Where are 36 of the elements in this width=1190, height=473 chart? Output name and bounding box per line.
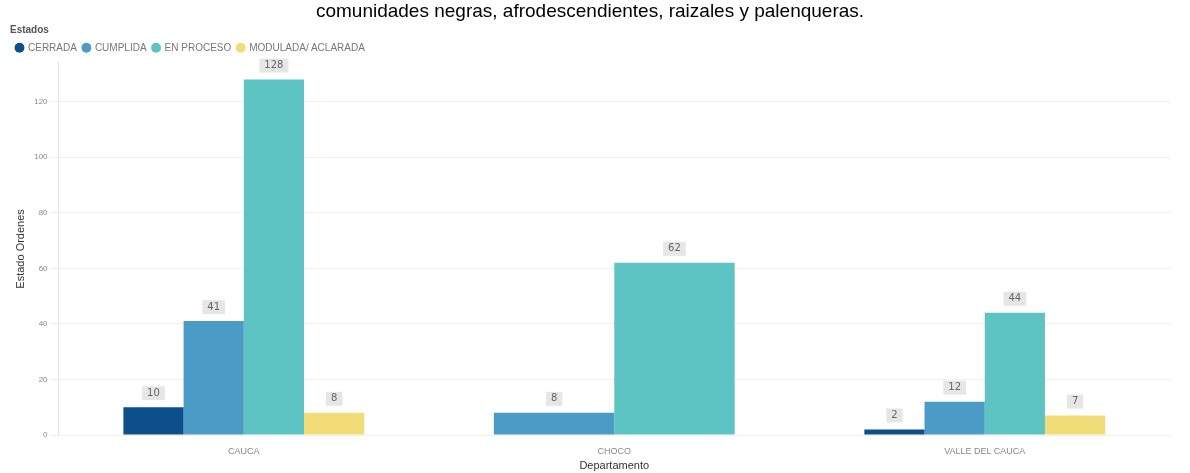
legend-label: EN PROCESO [164,41,232,53]
data-label: 12 [948,381,962,393]
bar [303,412,365,435]
legend-label: CERRADA [28,41,78,53]
x-axis-title: Departamento [579,459,650,472]
bar [183,321,244,435]
bar [924,401,985,435]
y-tick-label: 20 [38,374,49,384]
y-tick-label: 0 [43,430,49,440]
data-label: 8 [550,392,558,404]
y-axis-title: Estado Ordenes [13,208,26,289]
legend-label: MODULADA/ ACLARADA [249,41,366,53]
data-label: 8 [330,392,338,404]
bar [1044,415,1106,435]
y-tick-label: 80 [38,207,49,217]
bar [864,429,925,435]
y-tick-label: 120 [34,96,49,106]
data-label: 62 [668,242,681,254]
data-label: 2 [891,409,898,421]
data-label: 44 [1008,292,1022,304]
legend-title: Estados [10,23,50,35]
chart-title: comunidades negras, afrodescendientes, raizales y palenqueras. [315,0,865,21]
y-tick-label: 60 [38,263,49,273]
bar [243,79,304,435]
x-tick-label: VALLE DEL CAUCA [944,445,1026,456]
bar [123,407,184,435]
data-label: 128 [264,59,284,71]
y-tick-label: 40 [38,319,49,329]
y-tick-label: 100 [34,152,49,162]
data-label: 7 [1071,395,1079,407]
data-label: 10 [147,386,160,398]
x-tick-label: CAUCA [228,445,260,456]
data-label: 41 [207,300,221,312]
legend-label: CUMPLIDA [94,41,147,53]
bar [984,312,1045,435]
x-tick-label: CHOCO [597,445,632,456]
